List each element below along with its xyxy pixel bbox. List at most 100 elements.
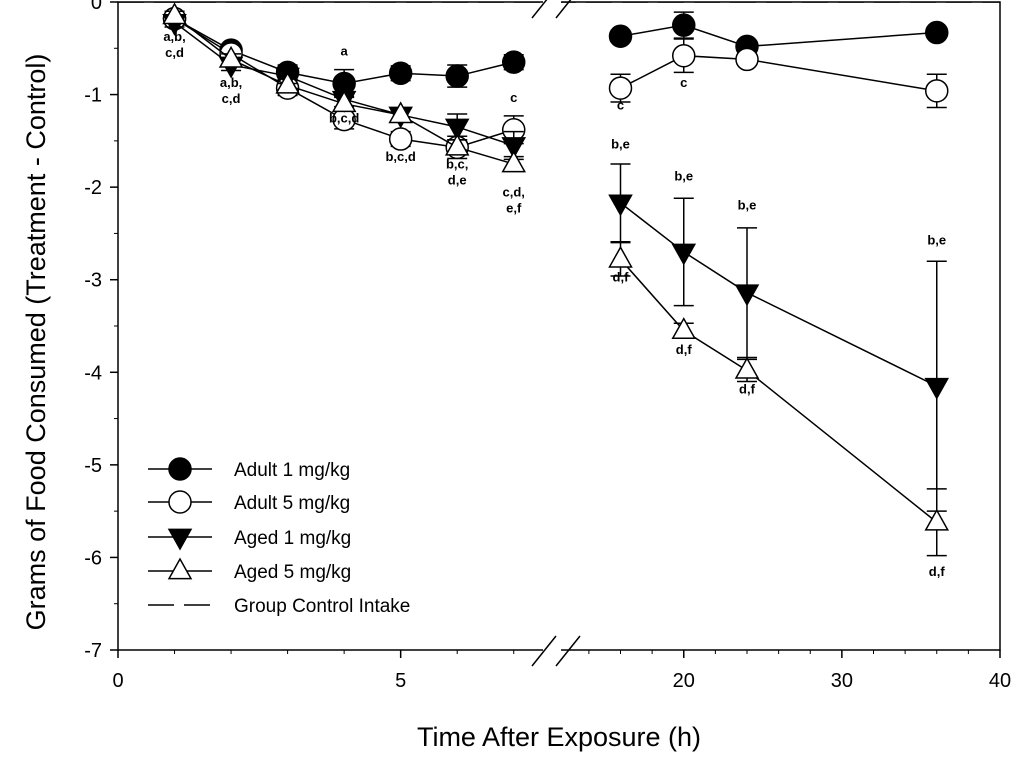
significance-annotation: d,f [676, 342, 693, 357]
data-point [388, 127, 413, 151]
annotation-line: b,c, [446, 157, 468, 172]
significance-annotation: b,c,d [329, 110, 359, 125]
annotation-line: a,b, [163, 29, 185, 44]
significance-annotation: b,c, d,e [446, 157, 468, 188]
annotation-line: b,e [738, 197, 757, 212]
data-point [501, 137, 527, 160]
x-tick-label: 40 [989, 670, 1011, 692]
legend-marker [167, 528, 193, 551]
x-tick-label: 0 [112, 670, 123, 692]
significance-annotation: c [617, 97, 624, 112]
y-tick-label: 0 [91, 0, 102, 14]
annotation-line: d,f [613, 270, 630, 285]
annotation-line: c,d [165, 45, 184, 60]
significance-annotation: d,f [929, 564, 946, 579]
legend-label: Group Control Intake [234, 596, 410, 617]
data-point [331, 90, 357, 113]
data-point [672, 13, 696, 37]
legend-label: Adult 5 mg/kg [234, 493, 350, 514]
y-tick-label: -6 [84, 547, 102, 569]
axis-break-bottom-slash-right [555, 635, 581, 667]
x-axis-title: Time After Exposure (h) [417, 722, 701, 752]
data-point [445, 64, 469, 88]
data-point [671, 243, 697, 266]
annotation-line: c,d [222, 91, 241, 106]
significance-annotation: d,f [739, 382, 756, 397]
y-tick-label: -4 [84, 362, 102, 384]
data-point [608, 76, 633, 100]
data-point [501, 150, 527, 173]
data-point [925, 20, 949, 45]
data-point [275, 71, 300, 94]
significance-annotation: c [680, 75, 687, 90]
legend-item: Adult 5 mg/kg [148, 490, 350, 514]
plot-frame [117, 1, 1001, 651]
legend-item-reference: Group Control Intake [148, 596, 410, 617]
axis-break-gap-top [543, 0, 561, 5]
series-line [620, 202, 938, 387]
series-line [620, 54, 937, 92]
axis-break-top-slash-right [555, 0, 572, 19]
y-tick-label: -7 [84, 640, 102, 662]
annotation-line: b,e [674, 169, 693, 184]
annotation-line: b,c,d [385, 149, 415, 164]
series-line [620, 24, 937, 48]
annotation-line: a,b, [220, 75, 242, 90]
significance-annotation: b,e [738, 197, 757, 212]
annotation-line: d,f [929, 564, 946, 579]
data-point [162, 2, 187, 25]
data-point [388, 61, 413, 86]
significance-annotation: b,e [927, 233, 946, 248]
y-axis-title: Grams of Food Consumed (Treatment - Cont… [21, 54, 51, 631]
data-point [734, 356, 760, 379]
legend-label: Aged 1 mg/kg [234, 528, 351, 549]
annotation-line: a [341, 44, 349, 59]
annotation-line: d,f [676, 342, 693, 357]
data-point [735, 47, 759, 72]
significance-annotation: b,c,d [385, 149, 415, 164]
axis-break-gap-bottom [543, 647, 561, 653]
data-point [925, 79, 949, 103]
series-line [619, 258, 938, 523]
x-tick-label: 30 [831, 670, 853, 692]
annotation-line: b,e [927, 233, 946, 248]
legend-label: Adult 1 mg/kg [234, 460, 350, 481]
annotation-line: b,c,d [329, 110, 359, 125]
data-point [672, 43, 696, 68]
legend-marker [167, 557, 193, 580]
axis-break-top-slash-left [531, 0, 548, 19]
annotation-line: c [680, 75, 687, 90]
annotation-line: d,f [739, 382, 756, 397]
data-point [444, 118, 470, 141]
legend-item: Aged 1 mg/kg [148, 528, 351, 551]
annotation-line: e,f [506, 200, 522, 215]
y-tick-label: -3 [84, 270, 102, 292]
axis-break-bottom-slash-left [531, 635, 557, 667]
significance-annotation: a,b, c,d [163, 29, 185, 60]
series-aged-5-mg-kg [162, 2, 950, 557]
data-point [924, 377, 950, 400]
data-point [608, 24, 633, 49]
data-point [218, 45, 244, 68]
significance-annotation: b,e [674, 169, 693, 184]
legend-marker [168, 457, 192, 481]
data-point [501, 50, 526, 74]
annotation-line: c [510, 90, 517, 105]
legend-item: Adult 1 mg/kg [148, 457, 350, 481]
annotation-line: d,e [448, 173, 467, 188]
significance-annotation: d,f [613, 270, 630, 285]
data-point [608, 194, 633, 217]
legend-label: Aged 5 mg/kg [234, 562, 351, 583]
significance-annotation: a [341, 44, 349, 59]
legend-item: Aged 5 mg/kg [148, 557, 351, 583]
data-point [444, 133, 470, 156]
x-tick-label: 5 [395, 670, 406, 692]
annotation-line: b,e [611, 136, 630, 151]
y-tick-label: -5 [84, 455, 102, 477]
data-point [734, 284, 760, 307]
data-point [608, 245, 633, 268]
x-tick-label: 20 [673, 670, 695, 692]
significance-annotation: c,d, e,f [503, 184, 525, 215]
